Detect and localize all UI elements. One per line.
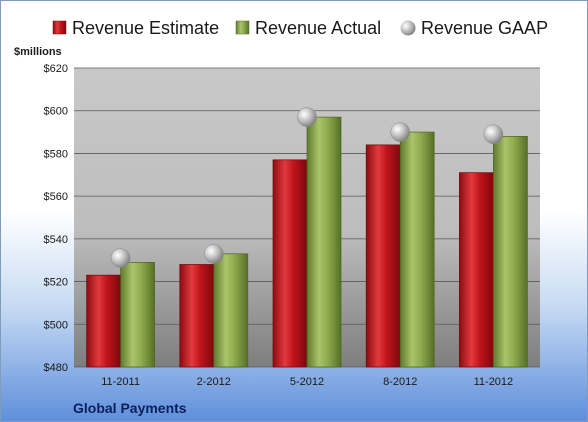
legend-swatch-gaap: [400, 20, 416, 36]
marker-revenue-gaap: [110, 248, 131, 268]
y-tick-label: $620: [44, 63, 68, 75]
gaap-markers: [110, 107, 504, 268]
y-tick-label: $600: [44, 106, 68, 118]
x-tick-label: 2-2012: [197, 376, 231, 388]
y-unit-label: $millions: [14, 46, 62, 58]
bar-revenue-estimate: [365, 144, 401, 368]
marker-revenue-gaap: [297, 107, 317, 127]
bar-revenue-estimate: [86, 274, 121, 368]
bar-revenue-actual: [120, 262, 155, 368]
marker-revenue-gaap: [390, 122, 410, 142]
legend-label-gaap: Revenue GAAP: [421, 18, 548, 38]
y-tick-label: $500: [44, 319, 68, 331]
x-tick-label: 8-2012: [383, 376, 417, 388]
legend-label-actual: Revenue Actual: [255, 18, 381, 38]
bar-revenue-estimate: [272, 159, 308, 368]
y-tick-label: $480: [44, 362, 68, 374]
y-tick-label: $540: [44, 234, 68, 246]
marker-revenue-gaap: [483, 124, 504, 144]
bar-revenue-estimate: [179, 264, 215, 368]
y-tick-label: $580: [44, 148, 68, 160]
y-tick-label: $560: [44, 191, 68, 203]
legend-swatch-estimate: [52, 20, 67, 35]
bar-revenue-actual: [399, 131, 435, 368]
marker-revenue-gaap: [204, 244, 224, 264]
x-tick-label: 5-2012: [290, 376, 324, 388]
legend: Revenue Estimate Revenue Actual Revenue …: [52, 18, 548, 38]
bar-revenue-actual: [493, 135, 528, 368]
bar-revenue-estimate: [459, 172, 494, 368]
x-tick-label: 11-2012: [474, 376, 514, 388]
legend-swatch-actual: [235, 20, 250, 35]
y-axis-ticks: $480 $500 $520 $540 $560 $580 $600 $620: [44, 63, 68, 374]
bar-revenue-actual: [306, 116, 342, 368]
bar-revenue-actual: [213, 253, 249, 368]
y-tick-label: $520: [44, 277, 68, 289]
legend-item-revenue-actual: Revenue Actual: [235, 18, 381, 38]
x-axis-ticks: 11-2011 2-2012 5-2012 8-2012 11-2012: [101, 376, 513, 388]
x-tick-label: 11-2011: [101, 376, 140, 388]
legend-item-revenue-gaap: Revenue GAAP: [400, 18, 548, 38]
legend-item-revenue-estimate: Revenue Estimate: [52, 18, 219, 38]
company-label: Global Payments: [73, 400, 187, 416]
bars: [86, 116, 528, 368]
legend-label-estimate: Revenue Estimate: [72, 18, 219, 38]
